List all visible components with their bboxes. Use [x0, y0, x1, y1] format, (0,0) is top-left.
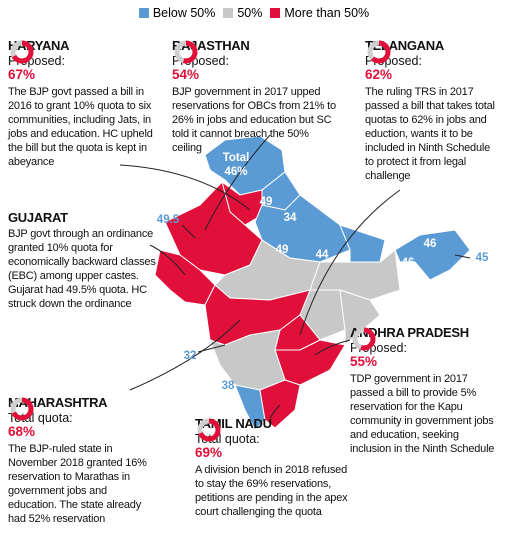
legend-item: 50% [223, 6, 262, 20]
map-label: Total [223, 152, 250, 164]
connector [204, 134, 271, 231]
callout: MAHARASHTRA Total quota: 68% The BJP-ruled … [8, 395, 158, 526]
region-tn [259, 379, 301, 429]
quota-value: 62% [365, 67, 393, 82]
donut [10, 397, 34, 421]
quota-label: Proposed: [8, 54, 65, 68]
quota-text: Proposed: 67% [8, 54, 65, 82]
donut [174, 40, 198, 64]
callout-text: The BJP govt passed a bill in 2016 to gr… [8, 86, 153, 168]
quota-row: Proposed: 54% [172, 40, 340, 83]
donut-arc [10, 397, 34, 421]
legend-label: Below 50% [152, 6, 216, 20]
region-up [254, 194, 351, 263]
donut [10, 40, 34, 64]
donut [352, 327, 376, 351]
connector [119, 164, 251, 211]
quota-label: Total quota: [195, 432, 260, 446]
quota-row: Proposed: 62% [365, 40, 500, 83]
state-name: ANDHRA PRADESH [350, 325, 469, 340]
map-label: 44 [316, 249, 329, 261]
callout-text: A division bench in 2018 refused to stay… [195, 464, 348, 518]
quota-value: 69% [195, 445, 223, 460]
donut-arc [352, 327, 376, 351]
quota-text: Total quota: 69% [195, 432, 260, 460]
callout: ANDHRA PRADESH Proposed: 55% TDP government… [350, 325, 495, 456]
region-kerala [234, 384, 266, 431]
map-label: 46 [424, 238, 437, 250]
legend-swatch [223, 8, 234, 18]
region-karnataka [209, 329, 286, 391]
map-label: 49.5 [157, 214, 180, 226]
legend: Below 50% 50% More than 50% [0, 6, 508, 20]
quota-row: Total quota: 68% [8, 397, 158, 440]
map-label: 46% [224, 166, 247, 178]
quota-text: Proposed: 54% [172, 54, 229, 82]
quota-row: Proposed: 55% [350, 327, 495, 370]
connector [269, 404, 281, 419]
quota-value: 55% [350, 354, 378, 369]
donut [197, 418, 221, 442]
callout-text: BJP govt through an ordinance granted 10… [8, 228, 156, 310]
legend-swatch [138, 8, 149, 18]
callout-text: The BJP-ruled state in November 2018 gra… [8, 443, 147, 525]
quota-label: Proposed: [350, 341, 407, 355]
connector [197, 344, 226, 353]
callout-text: BJP government in 2017 upped reservation… [172, 86, 336, 154]
state-name: RAJASTHAN [172, 38, 250, 53]
callout: GUJARAT BJP govt through an ordinance gra… [8, 210, 158, 311]
connector [314, 339, 351, 356]
callout-text: The ruling TRS in 2017 passed a bill tha… [365, 86, 495, 182]
donut-arc [197, 418, 221, 442]
connector [129, 319, 241, 391]
quota-text: Total quota: 68% [8, 411, 73, 439]
legend-swatch [270, 8, 281, 18]
legend-item: More than 50% [270, 6, 369, 20]
connector [181, 224, 196, 239]
callout: HARYANA Proposed: 67% The BJP govt passed a… [8, 38, 160, 169]
quota-row: Proposed: 67% [8, 40, 160, 83]
map-label: 34 [284, 212, 297, 224]
donut-arc [367, 40, 391, 64]
map-label: 49 [260, 196, 273, 208]
donut-arc [10, 40, 34, 64]
quota-label: Proposed: [172, 54, 229, 68]
connector [149, 244, 186, 276]
callout: TELANGANA Proposed: 62% The ruling TRS in 2… [365, 38, 500, 183]
callout: TAMIL NADU Total quota: 69% A division benc… [195, 416, 355, 519]
quota-label: Total quota: [8, 411, 73, 425]
quota-value: 54% [172, 67, 200, 82]
connector [299, 189, 401, 336]
map-label: 45 [476, 252, 489, 264]
map-label: 46 [402, 257, 415, 269]
donut [367, 40, 391, 64]
quota-row: Total quota: 69% [195, 418, 355, 461]
quota-label: Proposed: [365, 54, 422, 68]
connector [454, 254, 471, 259]
quota-text: Proposed: 62% [365, 54, 422, 82]
legend-item: Below 50% [138, 6, 216, 20]
map-label: 32 [184, 350, 197, 362]
state-name: GUJARAT [8, 210, 68, 225]
donut-arc [174, 40, 198, 64]
map-label: 49 [276, 244, 289, 256]
legend-label: 50% [237, 6, 263, 20]
state-name: TELANGANA [365, 38, 444, 53]
region-northeast [394, 229, 471, 281]
quota-value: 68% [8, 424, 36, 439]
quota-text: Proposed: 55% [350, 341, 407, 369]
legend-label: More than 50% [284, 6, 370, 20]
quota-value: 67% [8, 67, 36, 82]
callout-text: TDP government in 2017 passed a bill to … [350, 373, 495, 455]
map-label: 38 [222, 380, 235, 392]
callout: RAJASTHAN Proposed: 54% BJP government in 2… [172, 38, 340, 155]
